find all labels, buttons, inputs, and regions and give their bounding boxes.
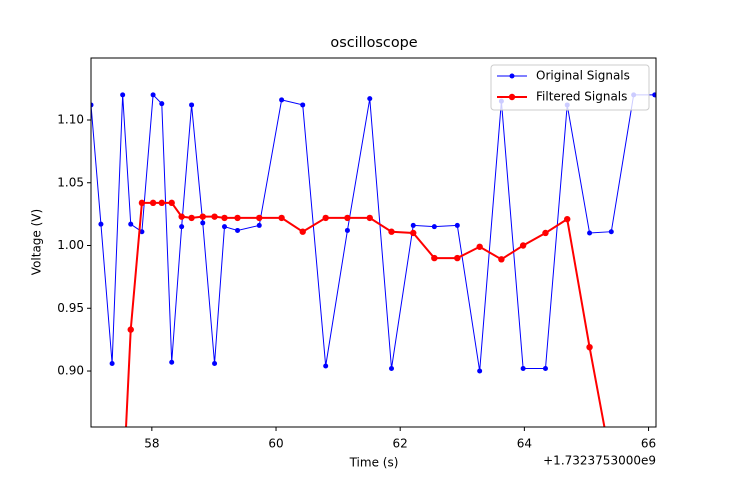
- data-point: [159, 101, 165, 107]
- data-point: [586, 343, 593, 351]
- plot-area: [91, 92, 656, 427]
- data-point: [179, 224, 185, 230]
- chart-title: oscilloscope: [330, 35, 417, 51]
- data-point: [608, 229, 614, 235]
- data-point: [212, 360, 218, 366]
- data-point: [542, 229, 549, 237]
- x-tick-label: 66: [641, 437, 656, 451]
- data-point: [221, 224, 227, 230]
- data-point: [150, 92, 156, 98]
- data-point: [91, 102, 94, 108]
- data-point: [454, 222, 460, 228]
- legend: Original Signals Filtered Signals: [490, 64, 650, 111]
- data-point: [322, 214, 329, 222]
- data-point: [454, 254, 461, 262]
- data-point: [344, 214, 351, 222]
- data-point: [564, 215, 571, 223]
- legend-label: Original Signals: [536, 69, 630, 83]
- data-point: [139, 229, 145, 235]
- y-tick-label: 1.10: [57, 113, 84, 127]
- data-point: [367, 96, 373, 102]
- data-point: [158, 199, 165, 207]
- y-tick-label: 1.05: [57, 175, 84, 189]
- data-point: [498, 256, 505, 263]
- data-point: [178, 213, 185, 220]
- x-tick-label: 64: [517, 437, 532, 451]
- legend-marker: [508, 93, 516, 101]
- data-point: [120, 92, 126, 98]
- data-point: [520, 366, 526, 372]
- data-point: [410, 229, 417, 237]
- data-point: [149, 199, 157, 207]
- data-point: [235, 227, 241, 233]
- axes-frame: [90, 57, 657, 428]
- data-point: [199, 213, 206, 220]
- data-point: [477, 368, 483, 374]
- data-point: [652, 92, 656, 98]
- data-point: [542, 366, 548, 372]
- data-point: [519, 242, 527, 249]
- y-axis-label: Voltage (V): [30, 209, 44, 275]
- data-point: [323, 363, 329, 369]
- data-point: [127, 326, 134, 333]
- data-point: [168, 199, 175, 207]
- data-point: [256, 214, 263, 222]
- data-point: [200, 220, 206, 226]
- data-point: [128, 221, 134, 227]
- x-axis-label: Time (s): [349, 456, 399, 470]
- y-tick-label: 0.95: [57, 301, 84, 315]
- data-point: [188, 214, 195, 222]
- data-point: [278, 214, 285, 222]
- series-line: [91, 93, 655, 372]
- data-point: [138, 199, 146, 207]
- legend-box: [490, 64, 650, 111]
- x-tick-label: 60: [268, 437, 283, 451]
- x-tick-label: 62: [393, 437, 408, 451]
- data-point: [366, 214, 373, 222]
- data-point: [389, 366, 395, 372]
- data-point: [476, 243, 483, 250]
- data-point: [431, 224, 437, 230]
- data-point: [98, 221, 104, 227]
- data-point: [587, 230, 593, 236]
- data-point: [300, 102, 306, 108]
- data-point: [299, 228, 306, 235]
- data-point: [169, 359, 175, 365]
- y-tick-label: 1.00: [57, 238, 84, 252]
- data-point: [344, 227, 350, 233]
- legend-marker: [509, 73, 515, 79]
- data-point: [211, 213, 218, 220]
- x-offset-label: +1.7323753000e9: [543, 454, 656, 468]
- data-point: [221, 214, 228, 222]
- data-point: [109, 360, 115, 366]
- data-point: [256, 222, 262, 228]
- data-point: [431, 254, 438, 262]
- data-point: [279, 97, 285, 103]
- data-point: [388, 228, 395, 235]
- y-tick-label: 0.90: [57, 364, 84, 378]
- data-point: [234, 214, 241, 222]
- legend-label: Filtered Signals: [536, 90, 627, 104]
- data-point: [189, 102, 195, 108]
- data-point: [410, 222, 416, 228]
- x-tick-label: 58: [144, 437, 159, 451]
